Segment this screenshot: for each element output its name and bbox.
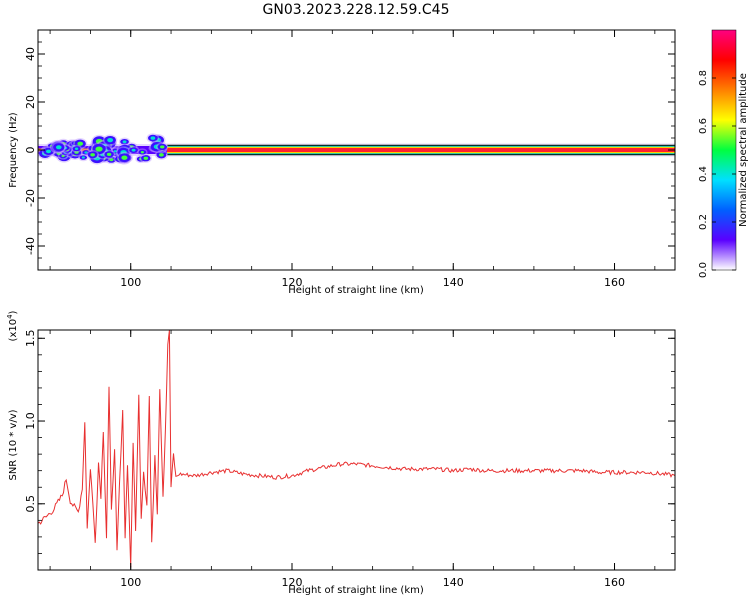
x-tick-label: 100 xyxy=(120,276,141,289)
spectrogram-xlabel: Height of straight line (km) xyxy=(288,285,424,296)
noise-blob-core xyxy=(77,141,84,146)
snr-background xyxy=(38,330,675,570)
y-tick-label: -40 xyxy=(24,237,37,255)
x-tick-label: 100 xyxy=(120,576,141,589)
colorbar: 0.0 0.2 0.4 0.6 0.8 Normalized spectral ampl… xyxy=(698,29,749,278)
colorbar-tick-label: 0.2 xyxy=(698,214,709,230)
noise-blob-core xyxy=(61,154,65,158)
band-core xyxy=(167,148,675,152)
noise-blob-core xyxy=(81,156,85,159)
snr-ticks: 100 120 140 160 0.5 1.0 1.5 xyxy=(24,330,675,589)
noise-blob-core xyxy=(109,158,114,162)
noise-blob-core xyxy=(74,150,79,154)
noise-blob-core xyxy=(158,153,164,157)
colorbar-frame xyxy=(711,29,737,271)
noise-blob-core xyxy=(160,145,165,149)
y-tick-label: 0 xyxy=(24,147,37,154)
x-tick-label: 120 xyxy=(281,276,302,289)
colorbar-gradient xyxy=(712,30,736,270)
noise-blob-core xyxy=(74,147,79,150)
noise-blob-core xyxy=(56,151,62,156)
noise-blob-core xyxy=(90,153,95,157)
spectrogram-panel: 100 120 140 160 -40 -20 0 20 40 Height of straig… xyxy=(8,29,676,296)
snr-xlabel: Height of straight line (km) xyxy=(288,585,424,596)
colorbar-ticks: 0.0 0.2 0.4 0.6 0.8 xyxy=(698,70,736,278)
noise-blob-core xyxy=(113,150,117,153)
y-tick-label: 1.0 xyxy=(24,412,37,430)
figure-title: GN03.2023.228.12.59.C45 xyxy=(263,2,450,18)
snr-series-line xyxy=(38,330,675,568)
noise-blob-core xyxy=(121,155,128,160)
spectrogram-ylabel: Frequency (Hz) xyxy=(8,112,19,188)
colorbar-tick-label: 0.8 xyxy=(698,70,709,86)
y-tick-label: 40 xyxy=(24,47,37,61)
noise-blob-core xyxy=(55,145,62,150)
snr-panel: 100 120 140 160 0.5 1.0 1.5 Height of straight… xyxy=(6,310,676,596)
colorbar-label: Normalized spectral amplitude xyxy=(738,73,749,227)
spectrogram-image xyxy=(38,133,675,165)
colorbar-tick-label: 0.0 xyxy=(698,262,709,278)
y-tick-label: 1.5 xyxy=(24,330,37,348)
colorbar-tick-label: 0.6 xyxy=(698,118,709,134)
noise-blob-core xyxy=(84,151,88,154)
x-tick-label: 120 xyxy=(281,576,302,589)
noise-blob-core xyxy=(95,146,103,152)
noise-blob-core xyxy=(140,151,144,154)
snr-frame xyxy=(37,329,676,571)
x-tick-label: 140 xyxy=(443,576,464,589)
x-tick-label: 160 xyxy=(604,276,625,289)
x-tick-label: 140 xyxy=(443,276,464,289)
snr-scale-note: (x104) xyxy=(6,310,19,341)
colorbar-tick-label: 0.4 xyxy=(698,166,709,182)
noise-blob-core xyxy=(131,148,136,152)
noise-blob-core xyxy=(143,156,149,160)
noise-blob-core xyxy=(107,138,114,143)
y-tick-label: 20 xyxy=(24,95,37,109)
noise-blob-core xyxy=(122,140,127,144)
snr-scale-exponent: 4 xyxy=(6,314,14,319)
spectrogram-ticks: 100 120 140 160 -40 -20 0 20 40 xyxy=(24,29,675,289)
noise-blob-core xyxy=(106,152,112,157)
noise-blob-core xyxy=(100,153,106,157)
snr-ylabel: SNR (10 * v/v) xyxy=(8,409,19,480)
y-tick-label: 0.5 xyxy=(24,495,37,513)
y-tick-label: -20 xyxy=(24,189,37,207)
noise-blob-core xyxy=(45,149,52,154)
x-tick-label: 160 xyxy=(604,576,625,589)
noise-blob-core xyxy=(150,136,156,140)
